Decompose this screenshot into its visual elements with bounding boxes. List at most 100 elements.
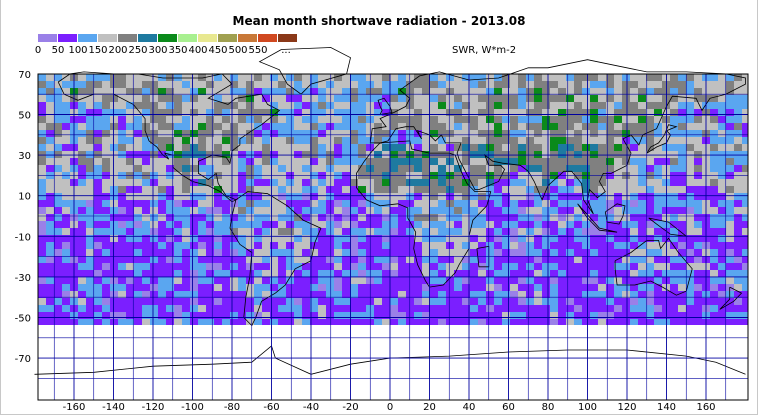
data-cell [718, 214, 726, 221]
data-cell [206, 116, 214, 123]
data-cell [374, 179, 382, 186]
data-cell [54, 130, 62, 137]
data-cell [102, 284, 110, 291]
legend-labels: 0 50 100 150 200 250 300 350 400 450 500 550... [0, 45, 758, 59]
data-cell [486, 298, 494, 305]
data-cell [502, 102, 510, 109]
data-cell [446, 81, 454, 88]
data-cell [214, 137, 222, 144]
data-cell [142, 116, 150, 123]
data-cell [686, 207, 694, 214]
data-cell [142, 193, 150, 200]
data-cell [678, 284, 686, 291]
data-cell [670, 312, 678, 319]
data-cell [278, 200, 286, 207]
data-cell [46, 242, 54, 249]
data-cell [630, 214, 638, 221]
data-cell [622, 242, 630, 249]
data-cell [134, 158, 142, 165]
data-cell [678, 305, 686, 312]
data-cell [502, 207, 510, 214]
data-cell [214, 123, 222, 130]
data-cell [566, 291, 574, 298]
data-cell [654, 130, 662, 137]
data-cell [262, 319, 270, 325]
data-cell [734, 81, 742, 88]
data-cell [502, 200, 510, 207]
data-cell [262, 200, 270, 207]
data-cell [438, 144, 446, 151]
data-cell [558, 277, 566, 284]
data-cell [670, 193, 678, 200]
data-cell [622, 256, 630, 263]
data-cell [142, 291, 150, 298]
data-cell [454, 256, 462, 263]
data-cell [718, 249, 726, 256]
data-cell [686, 298, 694, 305]
data-cell [446, 270, 454, 277]
data-cell [238, 312, 246, 319]
data-cell [630, 235, 638, 242]
data-cell [542, 165, 550, 172]
data-cell [38, 130, 46, 137]
data-cell [454, 81, 462, 88]
data-cell [422, 214, 430, 221]
data-cell [494, 74, 502, 81]
data-cell [390, 74, 398, 81]
data-cell [670, 81, 678, 88]
data-cell [726, 319, 734, 325]
data-cell [398, 221, 406, 228]
data-cell [374, 186, 382, 193]
data-cell [254, 130, 262, 137]
data-cell [494, 263, 502, 270]
data-cell [470, 158, 478, 165]
data-cell [86, 95, 94, 102]
map-border [37, 73, 749, 401]
data-cell [62, 312, 70, 319]
data-cell [614, 88, 622, 95]
data-cell [494, 277, 502, 284]
data-cell [86, 165, 94, 172]
data-cell [542, 312, 550, 319]
data-cell [94, 137, 102, 144]
data-cell [118, 88, 126, 95]
data-cell [110, 305, 118, 312]
data-cell [638, 214, 646, 221]
data-cell [382, 81, 390, 88]
data-cell [510, 305, 518, 312]
legend-label-6: 300 [148, 45, 168, 56]
data-cell [566, 298, 574, 305]
data-cell [222, 312, 230, 319]
data-cell [310, 109, 318, 116]
data-cell [230, 81, 238, 88]
data-cell [574, 151, 582, 158]
data-cell [198, 116, 206, 123]
data-cell [286, 74, 294, 81]
data-cell [206, 235, 214, 242]
data-cell [86, 88, 94, 95]
data-cell [326, 179, 334, 186]
data-cell [590, 193, 598, 200]
data-cell [198, 277, 206, 284]
data-cell [230, 277, 238, 284]
data-cell [390, 193, 398, 200]
data-cell [550, 305, 558, 312]
data-cell [182, 109, 190, 116]
data-cell [166, 116, 174, 123]
data-cell [238, 130, 246, 137]
data-cell [222, 130, 230, 137]
data-cell [510, 179, 518, 186]
data-cell [254, 235, 262, 242]
data-cell [350, 249, 358, 256]
data-cell [134, 109, 142, 116]
data-cell [550, 102, 558, 109]
data-cell [206, 130, 214, 137]
data-cell [430, 123, 438, 130]
data-cell [294, 214, 302, 221]
data-cell [222, 81, 230, 88]
data-cell [230, 298, 238, 305]
data-cell [582, 179, 590, 186]
data-cell [542, 179, 550, 186]
data-cell [222, 235, 230, 242]
data-cell [134, 151, 142, 158]
